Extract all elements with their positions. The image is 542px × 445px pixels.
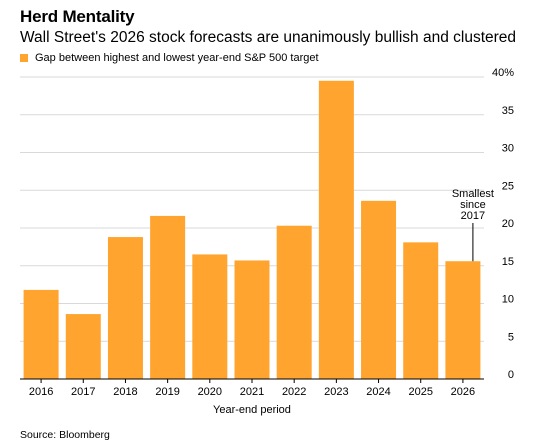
- x-tick-label: 2018: [113, 386, 137, 398]
- source-note: Source: Bloomberg: [20, 429, 110, 441]
- annotation-line: 2017: [461, 210, 485, 222]
- bar-2019: [150, 215, 186, 379]
- bar-2018: [107, 237, 143, 379]
- y-tick-label: 30: [502, 143, 514, 155]
- bar-2017: [65, 314, 101, 379]
- x-tick-label: 2025: [408, 386, 432, 398]
- y-tick-label: 40%: [492, 67, 514, 79]
- x-tick-label: 2019: [155, 386, 179, 398]
- bar-2020: [192, 254, 228, 379]
- bar-2022: [276, 225, 312, 379]
- x-tick-label: 2021: [240, 386, 264, 398]
- bar-2016: [23, 289, 59, 379]
- x-tick-label: 2022: [282, 386, 306, 398]
- annotation-line: Smallest: [452, 188, 494, 200]
- x-tick-label: 2026: [451, 386, 475, 398]
- chart-title: Herd Mentality: [20, 7, 135, 26]
- x-tick-label: 2017: [71, 386, 95, 398]
- bar-2025: [403, 242, 439, 379]
- bars: [23, 80, 481, 380]
- x-axis-tick-labels: 2016 2017 2018 2019 2020 2021 2022 2023 2024 2025…: [29, 379, 475, 398]
- x-tick-label: 2024: [366, 386, 390, 398]
- x-axis-title: Year-end period: [213, 404, 291, 416]
- legend: Gap between highest and lowest year-end …: [20, 52, 319, 64]
- bar-2023: [318, 80, 354, 380]
- y-tick-label: 35: [502, 105, 514, 117]
- x-tick-label: 2016: [29, 386, 53, 398]
- y-tick-label: 5: [508, 331, 514, 343]
- y-tick-label: 25: [502, 180, 514, 192]
- bar-2026: [445, 261, 481, 379]
- legend-label: Gap between highest and lowest year-end …: [35, 52, 319, 64]
- y-tick-label: 0: [508, 369, 514, 381]
- y-tick-label: 15: [502, 256, 514, 268]
- y-tick-label: 20: [502, 218, 514, 230]
- y-axis-tick-labels: 0 5 10 15 20 25 30 35 40%: [492, 67, 514, 381]
- x-tick-label: 2020: [198, 386, 222, 398]
- annotation-line: since: [460, 199, 486, 211]
- y-tick-label: 10: [502, 294, 514, 306]
- x-tick-label: 2023: [324, 386, 348, 398]
- legend-swatch: [20, 54, 28, 62]
- chart-subtitle: Wall Street's 2026 stock forecasts are u…: [20, 29, 517, 46]
- bar-2024: [361, 200, 397, 379]
- bar-2021: [234, 260, 270, 379]
